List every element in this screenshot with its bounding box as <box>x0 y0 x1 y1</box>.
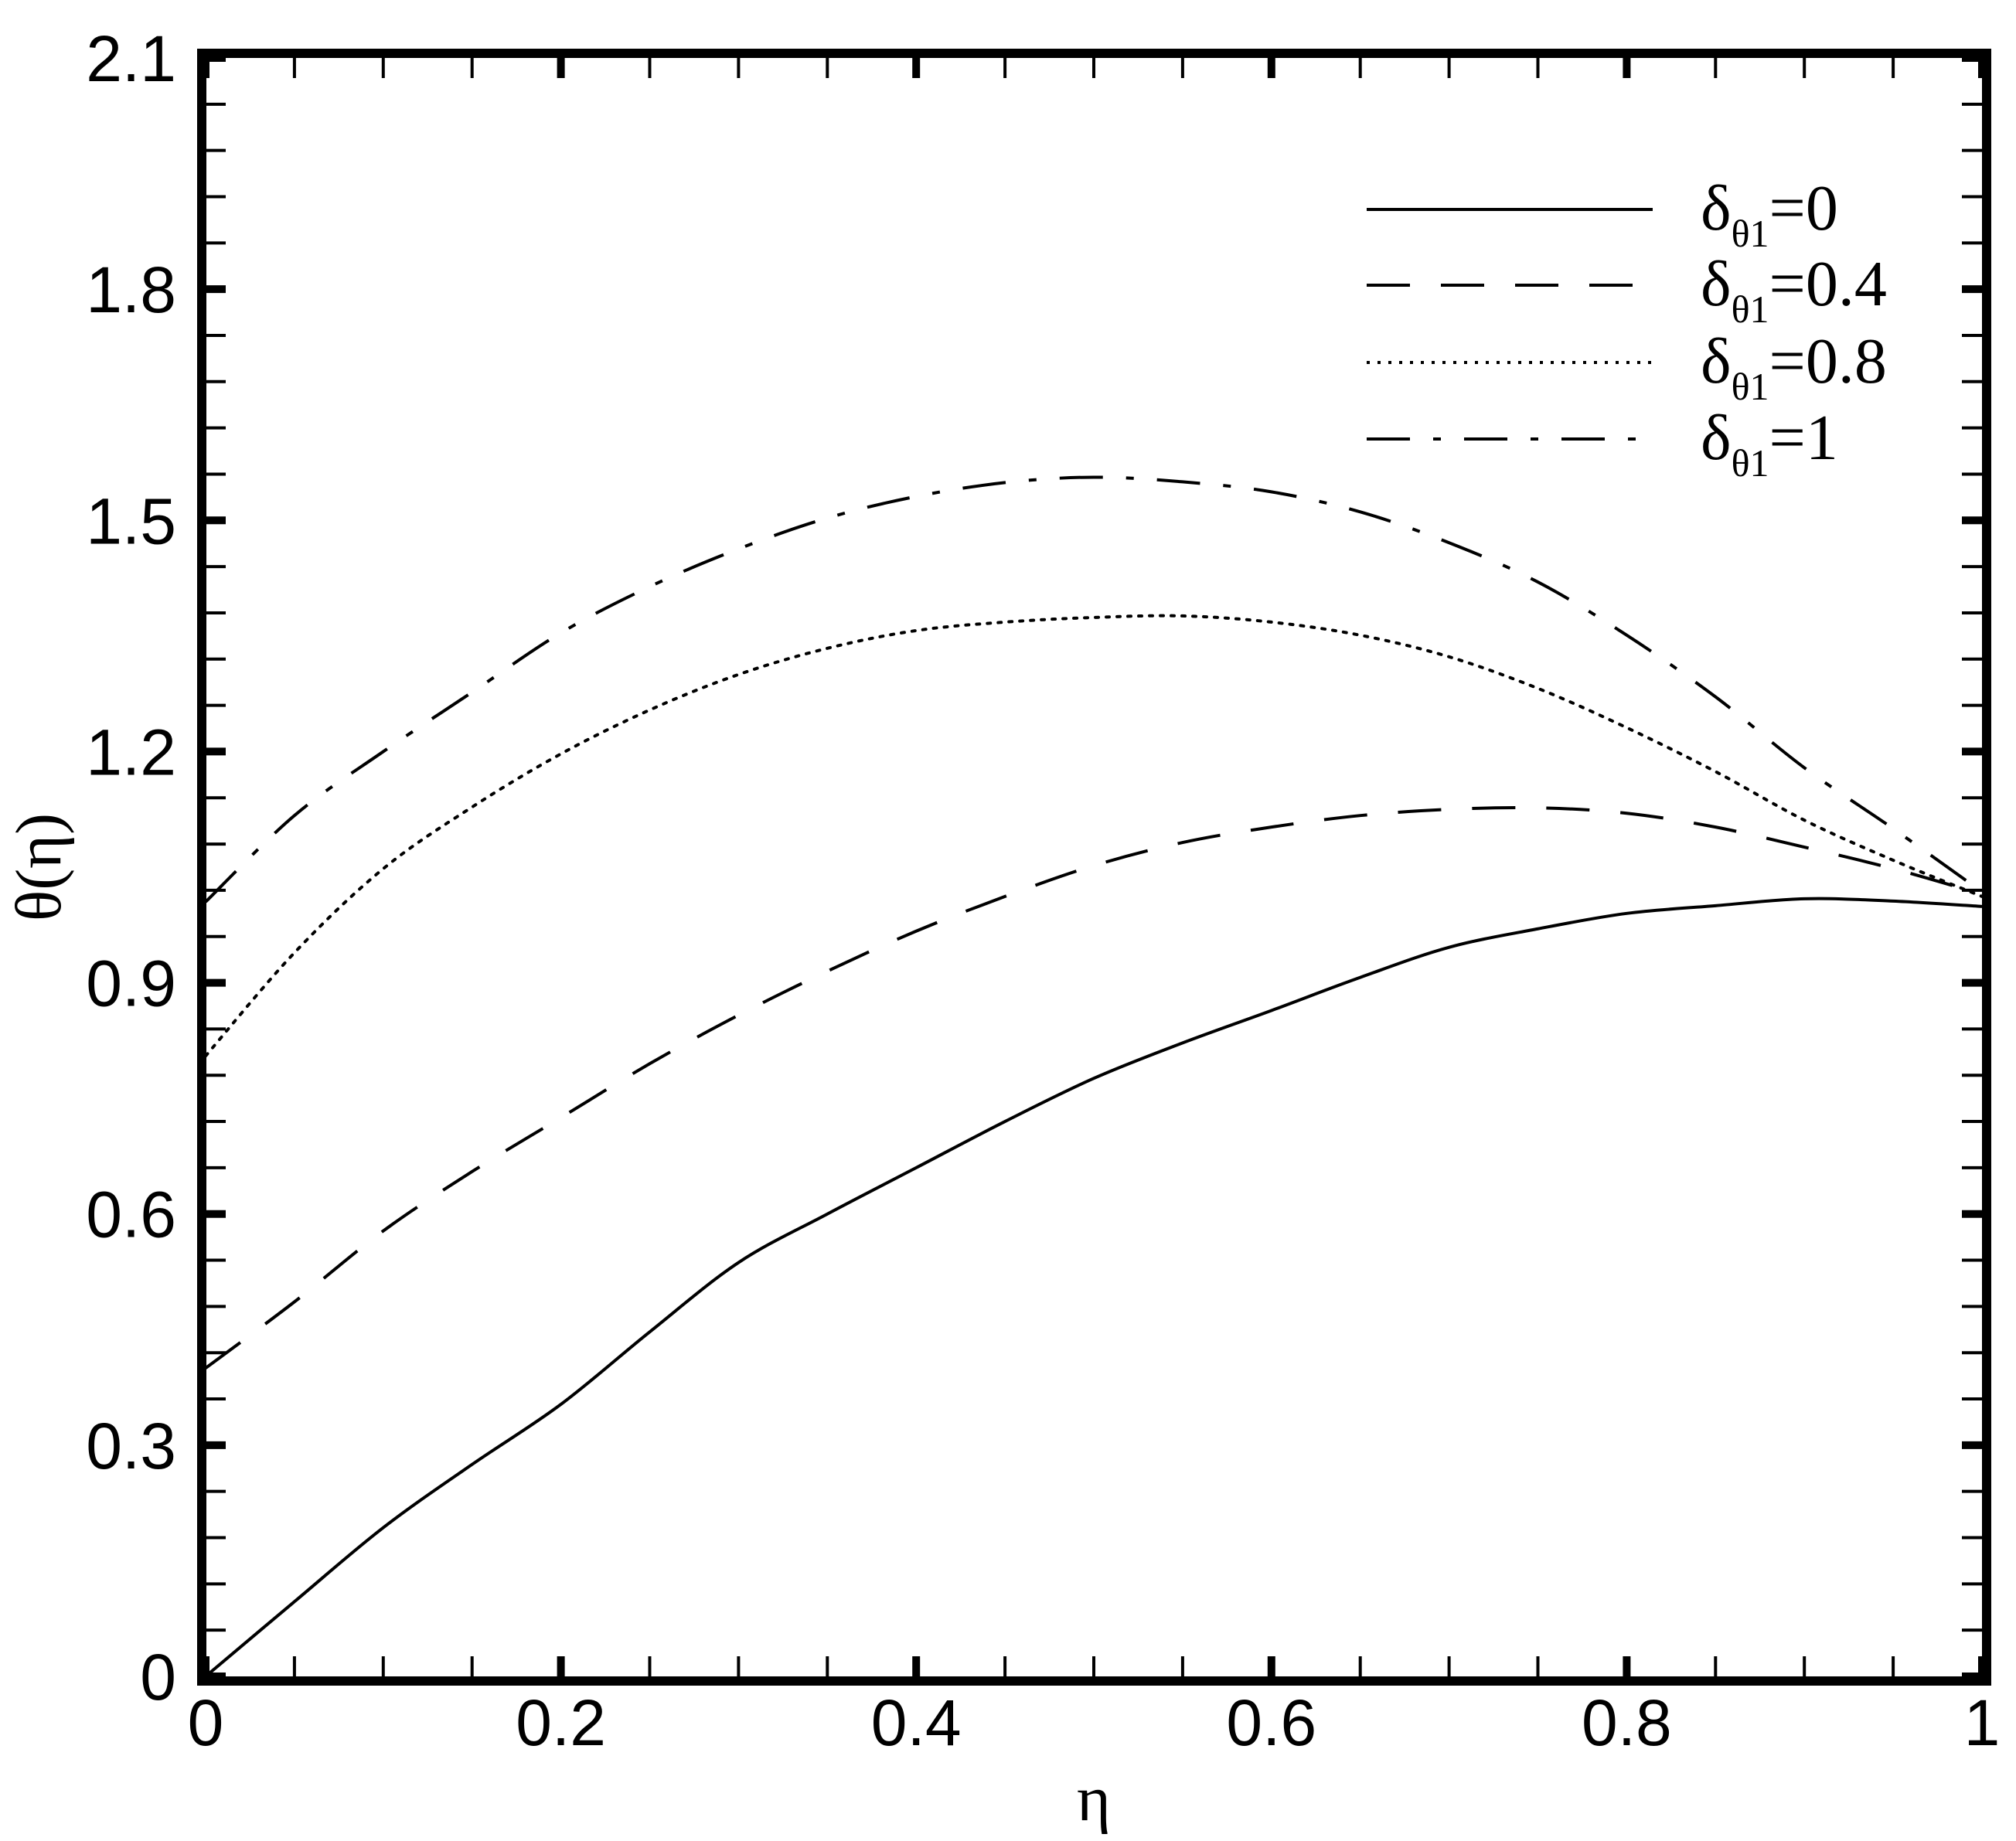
x-axis-title: η <box>1077 1763 1111 1835</box>
plot-frame <box>197 49 1991 1686</box>
y-tick-label: 1.2 <box>86 716 176 788</box>
legend-label: δθ1=1 <box>1701 402 1838 485</box>
y-tick-label: 1.8 <box>86 254 176 326</box>
series-line-dashdot <box>204 475 1984 903</box>
x-tick-label: 0 <box>188 1686 224 1759</box>
tick-labels: 0 0.2 0.4 0.6 0.8 1 0 0.3 0.6 0.9 1.2 1.5 1.8 2.1 <box>86 22 2000 1759</box>
y-axis-title: θ(η) <box>3 813 75 921</box>
legend-label: δθ1=0 <box>1701 172 1838 255</box>
legend-label: δθ1=0.8 <box>1701 325 1887 408</box>
y-tick-label: 1.5 <box>86 485 176 557</box>
y-tick-label: 0.3 <box>86 1410 176 1482</box>
y-tick-label: 0.6 <box>86 1179 176 1251</box>
data-series <box>204 475 1984 1678</box>
x-tick-label: 0.4 <box>871 1686 962 1759</box>
y-tick-label: 0 <box>140 1641 176 1713</box>
x-tick-label: 0.2 <box>516 1686 606 1759</box>
legend-label: δθ1=0.4 <box>1701 248 1887 331</box>
y-tick-label: 0.9 <box>86 948 176 1020</box>
y-tick-label: 2.1 <box>86 22 176 95</box>
series-line-dotted <box>204 614 1984 1058</box>
x-tick-label: 1 <box>1964 1686 2001 1759</box>
x-tick-label: 0.6 <box>1226 1686 1316 1759</box>
series-line-solid <box>204 897 1983 1678</box>
series-line-dashed <box>204 805 1983 1370</box>
x-tick-label: 0.8 <box>1582 1686 1672 1759</box>
